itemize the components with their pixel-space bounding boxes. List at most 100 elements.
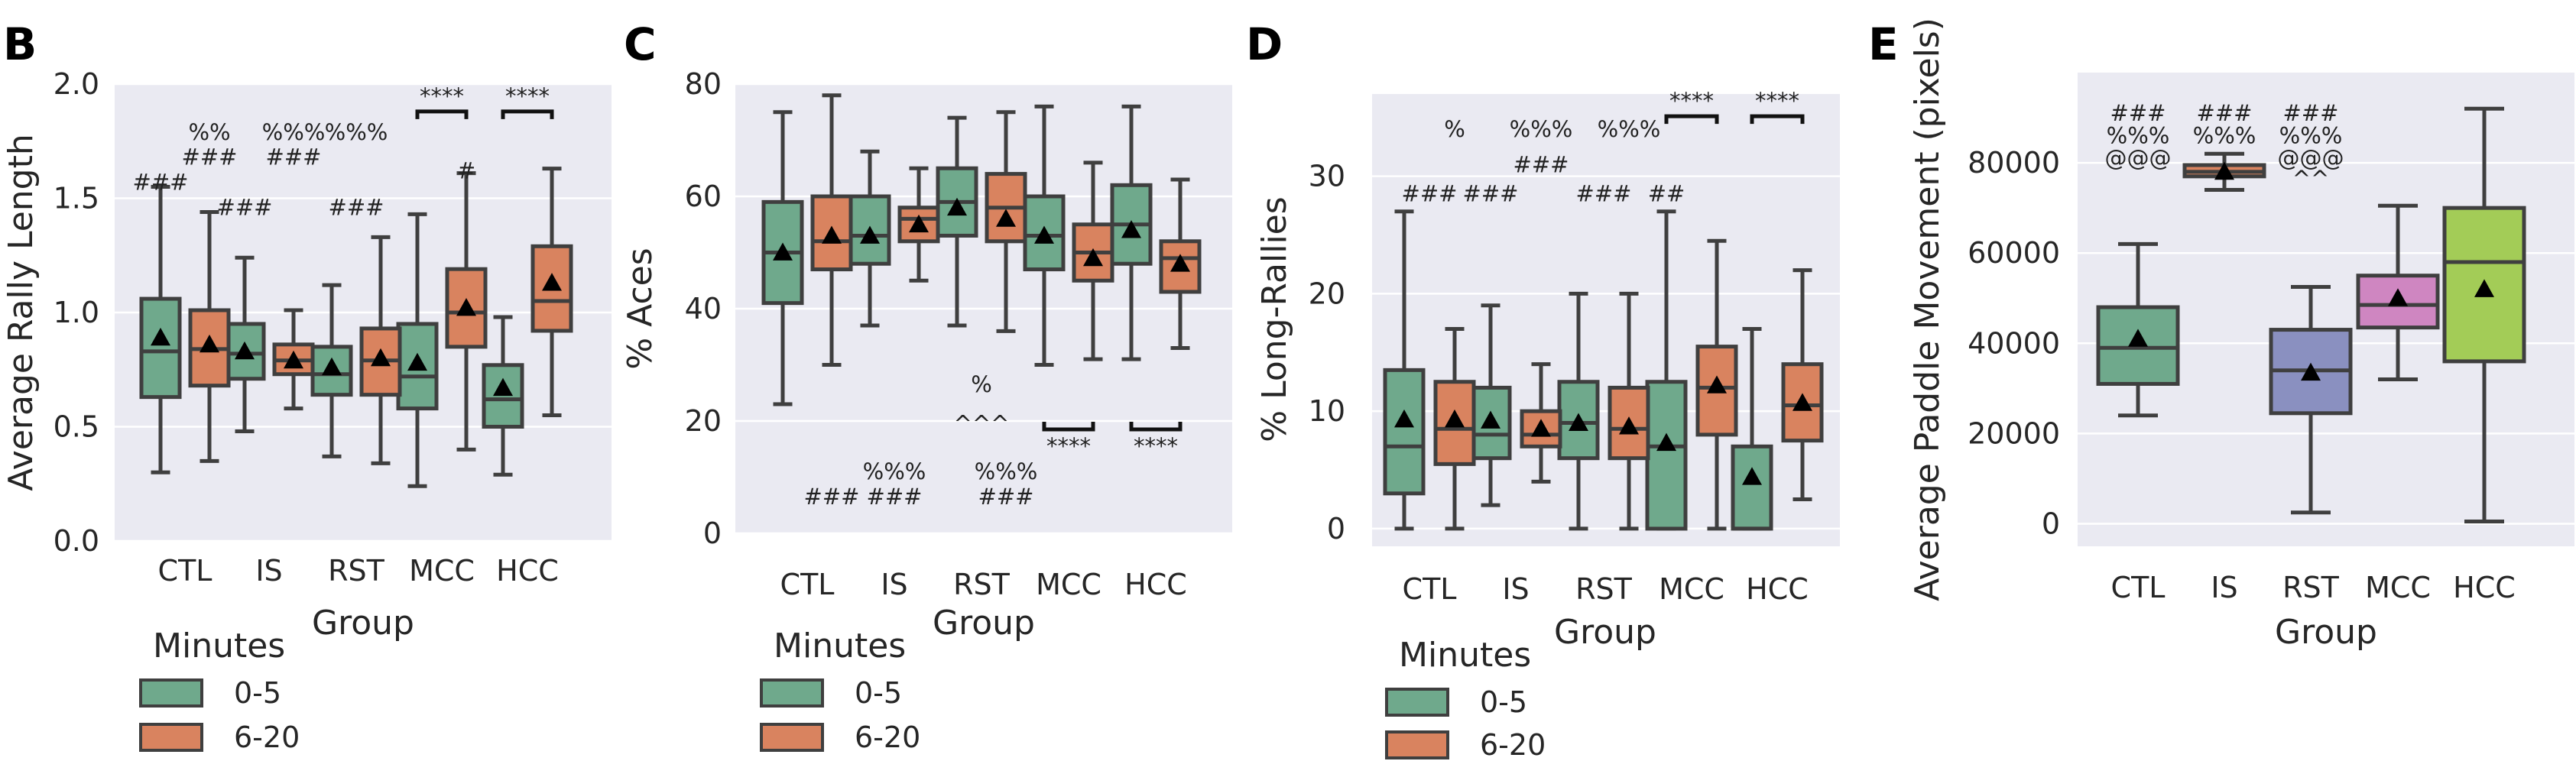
box-is [2182, 151, 2266, 193]
mean-marker [284, 350, 303, 369]
mean-marker [407, 352, 427, 371]
x-tick-label-hcc: HCC [496, 554, 559, 588]
legend-swatch-0-5 [1385, 688, 1449, 717]
significance-label: ^^^ [954, 411, 1010, 437]
significance-label: ### [1463, 181, 1519, 207]
y-tick-label: 0.0 [54, 524, 99, 558]
x-tick-label-rst: RST [2282, 571, 2340, 604]
y-tick-label: 60000 [1968, 236, 2060, 270]
significance-label: ### [978, 484, 1034, 510]
mean-marker [1531, 419, 1551, 437]
panel-letter-d: D [1246, 18, 1283, 70]
box-rst [2269, 284, 2353, 515]
box-mcc-0-5 [1645, 209, 1688, 531]
mean-marker [1792, 393, 1812, 411]
mean-marker [860, 225, 880, 244]
x-tick-label-is: IS [255, 554, 282, 588]
significance-label: **** [505, 83, 550, 109]
mean-marker [996, 209, 1016, 227]
legend-title: Minutes [774, 627, 906, 665]
legend-swatch-6-20 [139, 723, 203, 752]
mean-marker [947, 197, 967, 216]
significance-label: ### [804, 484, 860, 510]
box-rst-0-5 [936, 115, 978, 328]
box-mcc-6-20 [445, 171, 488, 452]
mean-marker [2388, 288, 2408, 306]
legend-label-6-20: 6-20 [234, 721, 300, 754]
mean-marker [1394, 409, 1414, 428]
significance-bracket [501, 109, 554, 119]
y-tick-label: 1.5 [54, 182, 99, 215]
y-tick-label: 80000 [1968, 146, 2060, 180]
panel-e: E ###%%%@@@###%%%###%%%@@@^^ 02000040000… [1868, 18, 2574, 652]
mean-marker [542, 273, 562, 291]
box-iqr [1023, 194, 1066, 272]
legend-label-0-5: 0-5 [1480, 685, 1527, 719]
box-ctl-6-20 [188, 209, 231, 463]
significance-label: ^^ [2292, 166, 2330, 192]
x-tick-label-rst: RST [1575, 572, 1633, 606]
mean-marker [1034, 225, 1054, 244]
significance-label: **** [1046, 433, 1091, 459]
box-is-6-20 [1520, 362, 1562, 484]
box-mcc-6-20 [1072, 160, 1114, 361]
box-ctl-0-5 [1383, 209, 1426, 531]
legend-label-6-20: 6-20 [1480, 728, 1546, 761]
box-ctl [2096, 241, 2180, 418]
mean-marker [1170, 254, 1190, 272]
box-is-6-20 [272, 308, 315, 411]
significance-label: % [1444, 116, 1465, 142]
significance-label: ### [217, 194, 273, 220]
panel-c-xlabel: Group [933, 604, 1035, 643]
legend-title: Minutes [1399, 636, 1531, 675]
box-rst-6-20 [359, 235, 402, 465]
x-tick-label-ctl: CTL [1403, 572, 1457, 606]
mean-marker [909, 214, 929, 233]
significance-label: ### [266, 144, 322, 170]
mean-marker [151, 327, 170, 346]
y-tick-label: 30 [1309, 160, 1345, 193]
box-hcc-0-5 [1731, 327, 1773, 531]
significance-label: **** [420, 83, 464, 109]
mean-marker [822, 225, 842, 244]
y-tick-label: 0 [1327, 512, 1345, 546]
panel-c-ylabel: % Aces [621, 248, 660, 369]
legend-swatch-0-5 [139, 678, 203, 708]
legend-label-6-20: 6-20 [855, 721, 920, 754]
box-iqr [1695, 345, 1738, 437]
legend-swatch-0-5 [760, 678, 824, 708]
y-tick-label: 10 [1309, 394, 1345, 428]
x-tick-label-ctl: CTL [158, 554, 213, 588]
panel-d: D ###% %%%######%%%###****##**** 0102030 … [1246, 18, 1840, 761]
significance-label: %%% [1598, 116, 1661, 142]
box-iqr [810, 194, 853, 272]
significance-label: ### [133, 170, 189, 196]
panel-e-xlabel: Group [2275, 613, 2377, 652]
y-tick-label: 20000 [1968, 416, 2060, 450]
y-tick-label: 0 [2042, 507, 2060, 540]
mean-marker [1445, 409, 1465, 428]
box-ctl-6-20 [1433, 327, 1476, 531]
box-iqr [2356, 274, 2440, 330]
significance-bracket [1750, 114, 1805, 125]
significance-label: %%% [2193, 123, 2256, 149]
x-tick-label-hcc: HCC [1746, 572, 1809, 606]
significance-label: %%% [325, 119, 388, 145]
mean-marker [493, 377, 513, 397]
panel-letter-c: C [624, 18, 657, 70]
panel-d-xlabel: Group [1554, 613, 1656, 652]
y-tick-label: 1.0 [54, 296, 99, 329]
box-iqr [1383, 368, 1426, 496]
significance-label: %%% [1510, 116, 1573, 142]
significance-label: @@@ [2105, 145, 2172, 171]
significance-label: %%% [975, 458, 1038, 484]
x-tick-label-mcc: MCC [1659, 572, 1724, 606]
significance-label: ### [1576, 181, 1632, 207]
box-rst-0-5 [310, 283, 353, 458]
box-iqr [1731, 444, 1773, 531]
significance-bracket [1664, 114, 1719, 125]
significance-label: ### [329, 194, 384, 220]
significance-bracket [1042, 422, 1095, 432]
significance-label: ### [2283, 100, 2339, 126]
mean-marker [1619, 416, 1639, 435]
